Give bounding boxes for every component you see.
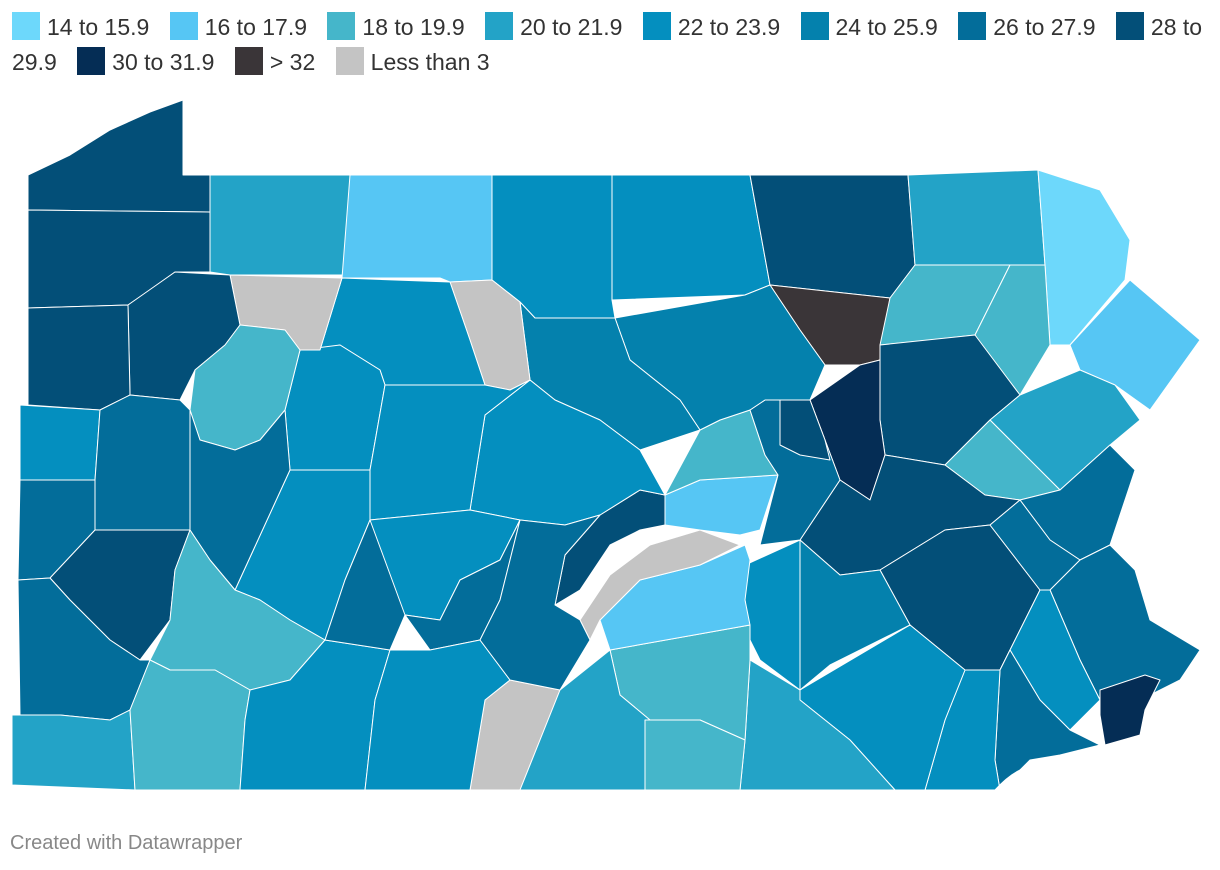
county-region[interactable] — [27, 304, 131, 411]
legend-item: Less than 3 — [335, 47, 490, 75]
legend-item: 16 to 17.9 — [169, 12, 308, 40]
legend-item: 24 to 25.9 — [800, 12, 938, 40]
legend-label: 16 to 17.9 — [204, 14, 308, 40]
legend-item: 26 to 27.9 — [958, 12, 1096, 40]
county-region[interactable] — [129, 659, 251, 791]
county-region[interactable] — [907, 169, 1046, 266]
legend-label: 22 to 23.9 — [677, 14, 781, 40]
county-region[interactable] — [519, 649, 651, 791]
county-region[interactable] — [209, 174, 351, 276]
legend-label: > 32 — [269, 49, 316, 75]
legend-item: 18 to 19.9 — [327, 12, 465, 40]
legend-swatch — [12, 12, 40, 40]
county-region[interactable] — [749, 174, 916, 299]
legend-label: 30 to 31.9 — [112, 49, 215, 75]
legend-label: 18 to 19.9 — [362, 14, 465, 40]
county-region[interactable] — [1099, 674, 1161, 746]
state-border-notch — [994, 764, 1086, 791]
legend-swatch — [169, 12, 198, 40]
legend-label: 14 to 15.9 — [47, 14, 150, 40]
county-region[interactable] — [611, 174, 771, 301]
legend-item: 22 to 23.9 — [642, 12, 781, 40]
county-region[interactable] — [19, 404, 101, 481]
datawrapper-credit: Created with Datawrapper — [10, 832, 243, 854]
legend-label: 24 to 25.9 — [835, 14, 938, 40]
county-region[interactable] — [11, 709, 136, 791]
legend-item: > 32 — [234, 47, 316, 75]
legend-item: 30 to 31.9 — [77, 47, 215, 75]
county-region[interactable] — [27, 99, 211, 213]
map-legend: 14 to 15.9 16 to 17.9 18 to 19.9 20 to 2… — [12, 10, 1212, 80]
legend-item: 28 to 29.9 — [12, 12, 1203, 75]
county-region[interactable] — [324, 519, 406, 651]
county-region[interactable] — [94, 394, 191, 531]
legend-swatch — [642, 12, 671, 40]
county-region[interactable] — [341, 174, 493, 283]
legend-swatch — [485, 12, 514, 40]
legend-item: 20 to 21.9 — [485, 12, 623, 40]
legend-swatch — [800, 12, 829, 40]
legend-swatch — [335, 47, 364, 75]
legend-label: 28 to 29.9 — [12, 14, 1203, 75]
county-region[interactable] — [579, 529, 741, 641]
legend-item: 14 to 15.9 — [12, 12, 150, 40]
county-region[interactable] — [284, 344, 386, 471]
legend-swatch — [1115, 12, 1144, 40]
county-region[interactable] — [479, 514, 601, 691]
legend-label: 20 to 21.9 — [520, 14, 623, 40]
pennsylvania-county-map — [11, 99, 1201, 791]
legend-label: Less than 3 — [370, 49, 490, 75]
legend-label: 26 to 27.9 — [993, 14, 1096, 40]
legend-swatch — [327, 12, 356, 40]
legend-swatch — [234, 47, 263, 75]
legend-swatch — [958, 12, 987, 40]
legend-swatch — [77, 47, 106, 75]
